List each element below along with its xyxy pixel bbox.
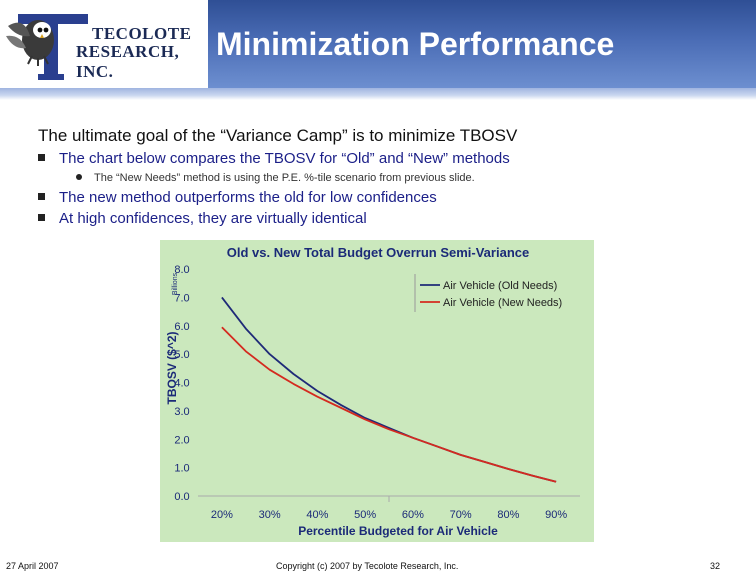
bullet-item-1: The chart below compares the TBOSV for “… [38,150,510,167]
sub-bullet-item: The “New Needs” method is using the P.E.… [76,172,475,184]
bullet-item-3: At high confidences, they are virtually … [38,210,367,227]
y-tick-label: 0.0 [174,491,189,503]
sub-bullet-text: The “New Needs” method is using the P.E.… [94,172,475,184]
x-axis-label: Percentile Budgeted for Air Vehicle [298,524,498,538]
x-tick-label: 80% [497,509,519,521]
y-tick-label: 4.0 [174,378,189,390]
series-line-new-needs [221,326,557,483]
footer-date: 27 April 2007 [6,561,59,571]
y-tick-label: 1.0 [174,463,189,475]
square-bullet-icon [38,153,45,161]
x-tick-label: 30% [259,509,281,521]
chart-container: Old vs. New Total Budget Overrun Semi-Va… [160,240,594,542]
round-bullet-icon [76,174,82,181]
bullet-item-2: The new method outperforms the old for l… [38,189,437,206]
content-heading: The ultimate goal of the “Variance Camp”… [38,126,518,145]
bullet-text: At high confidences, they are virtually … [59,210,367,227]
x-tick-label: 40% [306,509,328,521]
x-tick-label: 60% [402,509,424,521]
series-line-old-needs [221,296,557,483]
footer-copyright: Copyright (c) 2007 by Tecolote Research,… [276,561,459,571]
footer-page-number: 32 [710,561,721,571]
chart-legend: Air Vehicle (Old Needs) Air Vehicle (New… [414,274,562,312]
y-tick-label: 7.0 [174,292,189,304]
y-axis-label: TBOSV ($^2) [165,331,179,404]
chart-title: Old vs. New Total Budget Overrun Semi-Va… [227,245,529,260]
bullet-text: The new method outperforms the old for l… [59,189,437,206]
y-unit-label: Billions [172,272,179,295]
logo-text-line1: TECOLOTE [92,24,192,43]
x-tick-label: 50% [354,509,376,521]
bullet-text: The chart below compares the TBOSV for “… [59,150,510,167]
legend-entry-new: Air Vehicle (New Needs) [443,297,562,309]
y-tick-label: 8.0 [174,264,189,276]
y-tick-label: 5.0 [174,349,189,361]
square-bullet-icon [38,192,45,200]
square-bullet-icon [38,213,45,221]
y-tick-label: 2.0 [174,434,189,446]
y-tick-label: 6.0 [174,321,189,333]
x-tick-label: 90% [545,509,567,521]
x-tick-label: 70% [450,509,472,521]
owl-logo-icon [6,14,88,80]
header-stripe [0,88,756,100]
line-chart: Old vs. New Total Budget Overrun Semi-Va… [165,245,580,538]
company-logo: TECOLOTE RESEARCH, INC. [0,0,208,88]
y-tick-label: 3.0 [174,406,189,418]
x-tick-label: 20% [211,509,233,521]
logo-text-line2: RESEARCH, INC. [76,42,180,81]
slide-title: Minimization Performance [216,26,615,62]
legend-entry-old: Air Vehicle (Old Needs) [443,280,557,292]
